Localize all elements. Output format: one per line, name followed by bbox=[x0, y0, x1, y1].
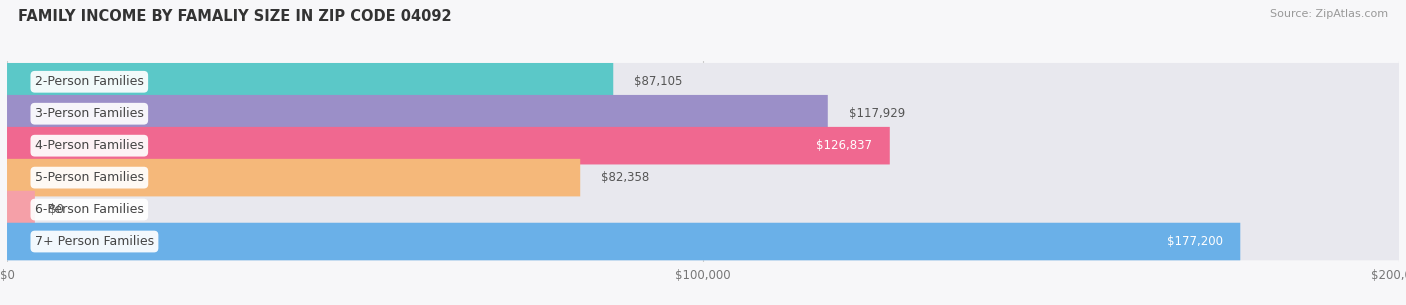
FancyBboxPatch shape bbox=[7, 95, 1399, 132]
Text: $87,105: $87,105 bbox=[634, 75, 682, 88]
FancyBboxPatch shape bbox=[7, 159, 1399, 196]
FancyBboxPatch shape bbox=[7, 191, 35, 228]
Text: $117,929: $117,929 bbox=[849, 107, 905, 120]
Text: 5-Person Families: 5-Person Families bbox=[35, 171, 143, 184]
Text: 4-Person Families: 4-Person Families bbox=[35, 139, 143, 152]
Text: 6-Person Families: 6-Person Families bbox=[35, 203, 143, 216]
FancyBboxPatch shape bbox=[7, 95, 828, 132]
Text: 2-Person Families: 2-Person Families bbox=[35, 75, 143, 88]
FancyBboxPatch shape bbox=[7, 127, 890, 164]
FancyBboxPatch shape bbox=[7, 223, 1399, 260]
FancyBboxPatch shape bbox=[7, 63, 613, 101]
Text: FAMILY INCOME BY FAMALIY SIZE IN ZIP CODE 04092: FAMILY INCOME BY FAMALIY SIZE IN ZIP COD… bbox=[18, 9, 451, 24]
Text: $177,200: $177,200 bbox=[1167, 235, 1223, 248]
FancyBboxPatch shape bbox=[7, 223, 1240, 260]
Text: 7+ Person Families: 7+ Person Families bbox=[35, 235, 155, 248]
Text: $82,358: $82,358 bbox=[602, 171, 650, 184]
FancyBboxPatch shape bbox=[7, 191, 1399, 228]
Text: $0: $0 bbox=[49, 203, 63, 216]
FancyBboxPatch shape bbox=[7, 63, 1399, 101]
Text: Source: ZipAtlas.com: Source: ZipAtlas.com bbox=[1270, 9, 1388, 19]
FancyBboxPatch shape bbox=[7, 159, 581, 196]
Text: $126,837: $126,837 bbox=[817, 139, 872, 152]
Text: 3-Person Families: 3-Person Families bbox=[35, 107, 143, 120]
FancyBboxPatch shape bbox=[7, 127, 1399, 164]
